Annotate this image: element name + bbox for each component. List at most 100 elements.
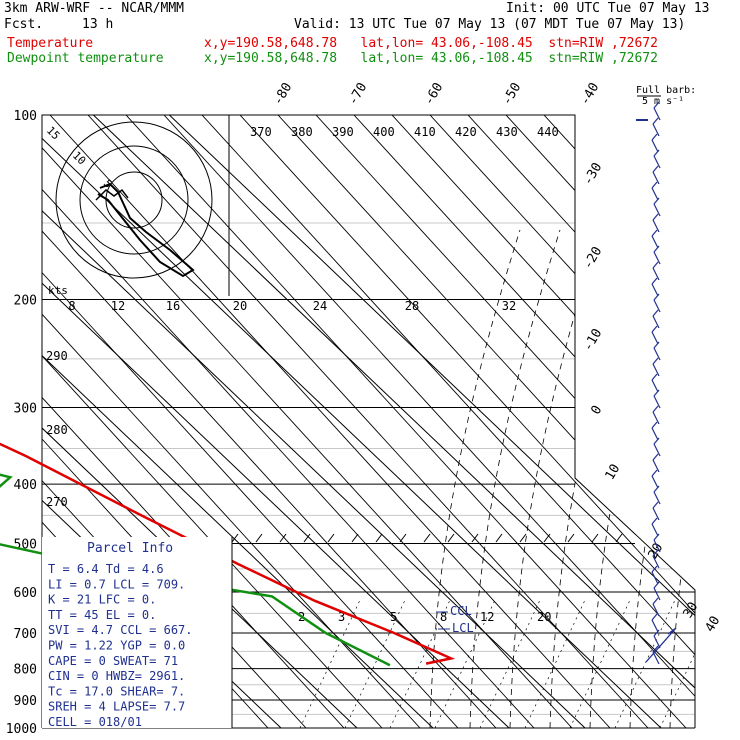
pressure-label-1000: 1000 [6, 722, 37, 737]
wind-barb-500 [591, 533, 599, 543]
wind-barb-flag [652, 213, 659, 221]
dry-adiabat [87, 115, 649, 728]
pressure-label-200: 200 [14, 294, 37, 309]
dry-adiabat [201, 115, 695, 728]
hodograph-trace-inner [95, 188, 129, 201]
wind-barb-flag [653, 485, 660, 493]
wind-barb [653, 635, 661, 649]
mixing-ratio-label: 3 [338, 610, 345, 624]
isotherm-label: 0 [589, 403, 606, 417]
wind-barb-flag [652, 309, 659, 317]
barb-key-unit: 5 m s⁻¹ [642, 96, 684, 107]
theta-label: 440 [537, 125, 559, 139]
wind-barb-flag [652, 357, 659, 365]
parcel-info-row: TT = 45 EL = 0. [48, 608, 156, 622]
wind-barb [651, 331, 659, 345]
isotherm [42, 115, 434, 728]
wind-barb [652, 123, 660, 137]
forecast-hour: 13 h [82, 17, 114, 32]
wind-barb-flag [651, 181, 658, 189]
wind-barb-flag [651, 613, 658, 621]
wind-barb-flag [653, 389, 660, 397]
moist-adiabat [710, 230, 740, 728]
hodograph-ring-label: 15 [44, 124, 63, 143]
theta-label: 400 [373, 125, 395, 139]
theta-label: 430 [496, 125, 518, 139]
wind-barb-500 [231, 533, 239, 543]
wind-barb-low [645, 627, 677, 663]
forecast-label: Fcst. [4, 17, 44, 32]
moist-adiabat [669, 229, 695, 728]
hodograph-ring [55, 121, 213, 279]
legend-temperature-info: x,y=190.58,648.78 lat,lon= 43.06,-108.45… [204, 36, 658, 51]
parcel-info-row: CIN = 0 HWBZ= 2961. [48, 669, 185, 683]
wind-barb-flag [651, 517, 658, 525]
model-title: 3km ARW-WRF -- NCAR/MMM [4, 1, 185, 16]
wind-barb [652, 459, 660, 473]
theta-label: 290 [46, 349, 68, 363]
ccl-marker: CCL [450, 604, 472, 618]
hodograph-scale-label: 12 [111, 299, 125, 313]
hodograph-scale-label: 20 [233, 299, 247, 313]
theta-label: 380 [291, 125, 313, 139]
mixing-ratio-line [299, 599, 361, 728]
dry-adiabat [125, 115, 687, 728]
moist-adiabat [549, 229, 641, 728]
isotherm-label: -50 [500, 80, 525, 108]
wind-barb-flag [651, 565, 658, 573]
temperature-profile [0, 442, 456, 665]
moist-adiabat [629, 229, 695, 728]
wind-barb [651, 187, 659, 201]
parcel-info-row: PW = 1.22 YGP = 0.0 [48, 639, 185, 653]
parcel-info-row: SVI = 4.7 CCL = 667. [48, 623, 193, 637]
isotherm-label: -10 [581, 326, 606, 354]
diagram-frame [41, 114, 696, 728]
wind-barb-flag [653, 149, 660, 157]
wind-barb-flag [653, 533, 660, 541]
isotherm-label: 10 [603, 462, 624, 483]
isotherm-label: 30 [681, 600, 702, 621]
wind-barb-500 [303, 533, 311, 543]
wind-barb-flag [653, 341, 660, 349]
mixing-ratio-label: 20 [537, 610, 551, 624]
wind-barb-flag [653, 293, 660, 301]
dry-adiabat [42, 115, 345, 728]
moist-adiabat [589, 229, 681, 728]
parcel-info-row: CAPE = 0 SWEAT= 71 [48, 654, 178, 668]
hodograph-ring [79, 145, 189, 255]
wind-barb-flag [652, 597, 659, 605]
dry-adiabat [42, 115, 459, 728]
isotherm [93, 115, 695, 728]
wind-barb [651, 475, 659, 489]
wind-barb [652, 363, 660, 377]
legend-dewpoint-info: x,y=190.58,648.78 lat,lon= 43.06,-108.45… [204, 51, 658, 66]
isotherm-label: -70 [346, 80, 371, 108]
pressure-label-600: 600 [14, 586, 37, 601]
wind-barb [653, 203, 661, 217]
wind-barb [651, 283, 659, 297]
wind-barb-flag [651, 373, 658, 381]
wind-barb-flag [653, 197, 660, 205]
wind-barb [651, 427, 659, 441]
wind-barb [652, 555, 660, 569]
isotherm-label: -20 [581, 244, 606, 272]
wind-barb [653, 443, 661, 457]
wind-barb [652, 507, 660, 521]
dry-adiabat [42, 115, 421, 728]
wind-barb [653, 107, 661, 121]
wind-barb [653, 299, 661, 313]
dry-adiabat [429, 115, 695, 728]
mixing-ratio-label: 8 [440, 610, 447, 624]
wind-barb [651, 379, 659, 393]
isotherm-label: -40 [578, 80, 603, 108]
wind-barb [653, 395, 661, 409]
dry-adiabat [42, 115, 535, 728]
wind-barb [651, 619, 659, 633]
wind-barb [652, 315, 660, 329]
hodograph-trace [97, 182, 195, 278]
wind-barb-flag [651, 469, 658, 477]
theta-label: 390 [332, 125, 354, 139]
parcel-info-title: Parcel Info [87, 541, 173, 556]
moist-adiabat [429, 229, 521, 728]
